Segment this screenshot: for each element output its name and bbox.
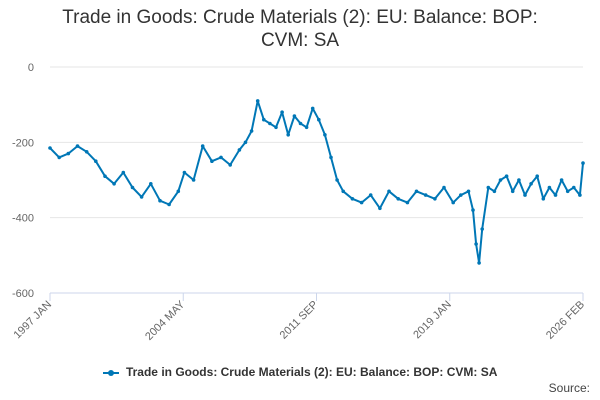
chart-gridlines [50,66,583,294]
data-point [149,182,153,186]
data-point [66,151,71,156]
data-point [414,189,419,194]
data-point [335,178,339,182]
x-tick-label: 2026 FEB [544,299,587,342]
data-point [317,117,321,122]
y-tick-label: -400 [12,213,34,225]
data-point [48,146,52,150]
data-point [167,202,171,207]
data-point [329,155,333,160]
data-point [121,170,126,175]
data-point [255,99,260,103]
data-point [94,159,98,163]
data-point [292,114,297,118]
legend-label: Trade in Goods: Crude Materials (2): EU:… [125,365,498,379]
y-tick-label: -200 [12,137,34,149]
data-point [219,155,223,160]
data-point [75,144,80,148]
data-point [191,178,196,182]
data-point [268,121,272,126]
data-point [249,129,254,133]
data-point [423,193,428,197]
data-point [304,125,309,130]
x-tick-label: 2004 MAY [143,298,188,343]
data-point [442,185,446,190]
data-point [274,125,278,130]
chart-title-line1: Trade in Goods: Crude Materials (2): EU:… [62,7,538,28]
data-point [237,148,242,152]
data-point [396,197,401,201]
legend-line-icon [102,369,119,376]
y-axis: 0 -200 -400 -600 [12,62,34,300]
data-point [310,106,315,111]
data-point [498,178,503,182]
data-point [572,185,576,190]
data-point [176,189,181,194]
data-point [378,206,382,211]
data-point [581,161,585,165]
data-point [471,208,475,212]
data-point [200,144,205,148]
data-point [504,174,509,178]
y-tick-label: 0 [28,62,34,74]
x-tick-label: 1997 JAN [11,299,54,342]
x-tick-label: 2011 SEP [278,299,321,342]
data-point [359,200,364,205]
data-point [243,140,248,145]
data-point [486,185,491,190]
data-point [368,193,373,197]
data-point [57,155,61,160]
data-point [477,261,481,265]
chart-title: Trade in Goods: Crude Materials (2): EU:… [0,6,600,52]
data-point [474,242,478,246]
data-point [492,189,497,194]
data-point [286,133,291,137]
data-point [158,198,162,203]
data-point [280,110,284,114]
data-point [341,189,346,194]
data-point [210,159,214,163]
data-point [451,200,456,205]
data-point [262,117,266,122]
data-point [323,133,327,137]
data-point [84,150,89,154]
chart-series [48,99,585,265]
chart-legend[interactable]: Trade in Goods: Crude Materials (2): EU:… [0,365,600,379]
data-point [350,197,355,201]
data-point [578,193,582,197]
data-point [433,197,437,201]
data-point [298,121,303,126]
data-point [387,189,391,194]
source-label: Source: [548,381,590,395]
x-axis: 1997 JAN 2004 MAY 2011 SEP 2019 JAN 2026 FEB [11,292,587,343]
data-point [228,163,232,167]
data-point [535,174,539,178]
series-line [49,99,584,264]
x-tick-label: 2019 JAN [411,299,454,342]
data-point [112,182,116,186]
data-point [553,193,558,197]
data-point [541,197,546,201]
data-point [510,189,515,194]
data-point [139,195,144,199]
data-point [130,185,135,190]
data-point [405,200,410,205]
data-point [529,182,533,186]
data-point [103,174,107,178]
data-point [559,178,564,182]
data-point [182,170,187,175]
data-point [547,185,552,190]
chart-title-line2: CVM: SA [260,30,340,51]
data-point [466,189,471,194]
data-point [480,227,485,231]
y-tick-label: -600 [12,288,34,300]
data-point [523,193,527,197]
data-point [565,189,570,194]
data-point [517,178,521,182]
data-point [459,193,463,197]
